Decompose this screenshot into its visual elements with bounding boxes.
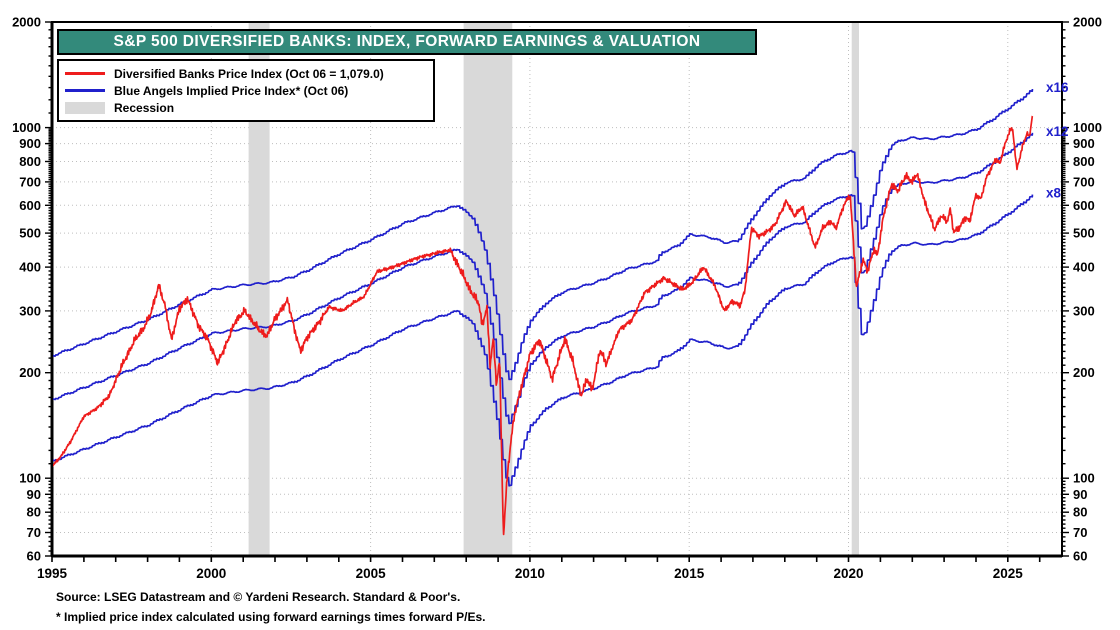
y-axis-label-left: 300: [19, 303, 41, 318]
blue-angels-line-x12: [53, 132, 1034, 425]
y-axis-label-right: 60: [1073, 549, 1087, 564]
x-axis-label: 2020: [833, 566, 863, 581]
y-axis-label-left: 200: [19, 365, 41, 380]
y-axis-label-right: 500: [1073, 226, 1095, 241]
x-axis-label: 1995: [37, 566, 68, 581]
x-axis-label: 2025: [993, 566, 1024, 581]
y-axis-label-right: 70: [1073, 525, 1087, 540]
y-axis-label-right: 100: [1073, 471, 1095, 486]
recession-band: [248, 22, 270, 556]
y-axis-label-right: 900: [1073, 136, 1095, 151]
y-axis-label-right: 2000: [1073, 15, 1102, 30]
y-axis-label-left: 90: [27, 487, 41, 502]
y-axis-label-left: 70: [27, 525, 41, 540]
y-axis-label-left: 400: [19, 260, 41, 275]
chart-title-bar: S&P 500 DIVERSIFIED BANKS: INDEX, FORWAR…: [57, 29, 757, 55]
chart-title: S&P 500 DIVERSIFIED BANKS: INDEX, FORWAR…: [113, 33, 701, 50]
x-axis-label: 2000: [196, 566, 226, 581]
legend-item-recession: Recession: [65, 99, 427, 116]
legend: Diversified Banks Price Index (Oct 06 = …: [57, 59, 435, 122]
footnote: * Implied price index calculated using f…: [56, 610, 486, 624]
y-axis-label-left: 800: [19, 154, 41, 169]
x-axis-label: 2010: [515, 566, 545, 581]
recession-swatch: [65, 101, 105, 114]
y-axis-label-left: 100: [19, 471, 41, 486]
y-axis-label-right: 80: [1073, 505, 1087, 520]
x-axis-label: 2015: [674, 566, 705, 581]
x-axis-label: 2005: [356, 566, 387, 581]
legend-label-price: Diversified Banks Price Index (Oct 06 = …: [114, 66, 384, 81]
series-lines: [53, 88, 1034, 536]
y-axis-label-left: 2000: [12, 15, 41, 30]
y-axis-label-right: 700: [1073, 174, 1095, 189]
legend-label-blue-angels: Blue Angels Implied Price Index* (Oct 06…: [114, 83, 349, 98]
y-axis-label-left: 700: [19, 174, 41, 189]
y-axis-label-right: 200: [1073, 365, 1095, 380]
legend-label-recession: Recession: [114, 100, 175, 115]
y-axis-label-right: 90: [1073, 487, 1087, 502]
multiplier-label-x16: x16: [1046, 80, 1069, 95]
price-index-line: [53, 115, 1034, 536]
y-axis-label-left: 80: [27, 505, 41, 520]
multiplier-label-x8: x8: [1046, 186, 1062, 201]
multiplier-label-x12: x12: [1046, 124, 1069, 139]
legend-item-price: Diversified Banks Price Index (Oct 06 = …: [65, 65, 427, 82]
y-axis-label-right: 800: [1073, 154, 1095, 169]
y-axis-label-right: 400: [1073, 260, 1095, 275]
y-axis-label-left: 900: [19, 136, 41, 151]
blue-angels-line-swatch: [65, 89, 105, 92]
blue-angels-line-x8: [53, 194, 1034, 487]
recession-band: [851, 22, 859, 556]
y-axis-label-left: 600: [19, 198, 41, 213]
y-axis-label-left: 500: [19, 226, 41, 241]
y-axis-label-right: 1000: [1073, 120, 1102, 135]
source-credit: Source: LSEG Datastream and © Yardeni Re…: [56, 590, 461, 604]
y-axis-label-right: 600: [1073, 198, 1095, 213]
price-line-swatch: [65, 72, 105, 75]
recession-bands: [248, 22, 859, 556]
blue-angels-line-x16: [53, 88, 1034, 381]
recession-band: [463, 22, 513, 556]
legend-item-blue-angels: Blue Angels Implied Price Index* (Oct 06…: [65, 82, 427, 99]
y-axis-label-left: 1000: [12, 120, 41, 135]
y-axis-label-left: 60: [27, 549, 41, 564]
y-axis-label-right: 300: [1073, 303, 1095, 318]
gridlines: [52, 22, 1062, 556]
